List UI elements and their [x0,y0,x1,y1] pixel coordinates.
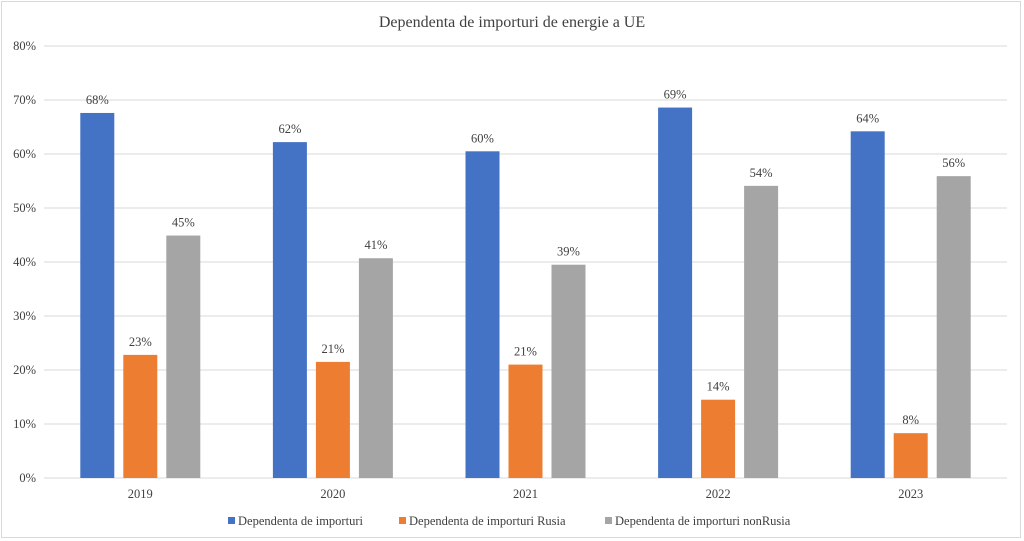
legend-label: Dependenta de importuri Rusia [409,514,566,528]
legend-label: Dependenta de importuri [238,514,363,528]
y-tick-label: 0% [19,471,36,485]
y-tick-label: 80% [13,39,36,53]
y-tick-label: 60% [13,147,36,161]
data-label: 23% [129,335,152,349]
data-label: 68% [86,93,109,107]
bar [123,354,158,478]
legend-swatch [605,517,612,524]
bars [80,107,971,479]
x-axis-ticks: 2019 2020 2021 2022 2023 [128,487,923,501]
data-labels: 68% 23% 45% 62% 21% 41% 60% 21% 39% 69% 14% 54% 64% 8… [86,88,965,428]
x-tick-label: 2020 [320,487,345,501]
data-label: 54% [750,166,773,180]
data-label: 62% [278,122,301,136]
y-tick-label: 70% [13,93,36,107]
bar [658,107,693,478]
data-label: 45% [172,216,195,230]
bar [893,433,928,478]
data-label: 69% [664,88,687,102]
data-label: 21% [321,342,344,356]
x-tick-label: 2022 [706,487,731,501]
bar [701,399,736,478]
y-tick-label: 20% [13,363,36,377]
y-tick-label: 40% [13,255,36,269]
data-label: 21% [514,345,537,359]
bar [315,361,350,478]
bar [744,185,779,479]
x-tick-label: 2019 [128,487,153,501]
bar [272,142,307,478]
data-label: 14% [707,380,730,394]
data-label: 60% [471,131,494,145]
bar [551,264,586,478]
data-label: 8% [902,413,919,427]
bar [850,131,885,478]
y-tick-label: 50% [13,201,36,215]
chart-title: Dependenta de importuri de energie a UE [379,14,645,31]
x-tick-label: 2021 [513,487,538,501]
legend: Dependenta de importuri Dependenta de imp… [228,514,791,528]
y-axis-ticks: 0% 10% 20% 30% 40% 50% 60% 70% 80% [13,39,36,485]
bar [80,112,115,479]
legend-label: Dependenta de importuri nonRusia [615,514,791,528]
bar [508,364,543,478]
y-tick-label: 10% [13,417,36,431]
x-tick-label: 2023 [898,487,923,501]
data-label: 39% [557,245,580,259]
gridlines [44,45,1007,479]
legend-swatch [399,517,406,524]
bar [936,176,971,478]
data-label: 64% [856,111,879,125]
bar [465,151,500,479]
data-label: 41% [364,238,387,252]
legend-swatch [228,517,235,524]
bar [358,258,393,478]
y-tick-label: 30% [13,309,36,323]
bar [166,235,201,478]
data-label: 56% [942,156,965,170]
